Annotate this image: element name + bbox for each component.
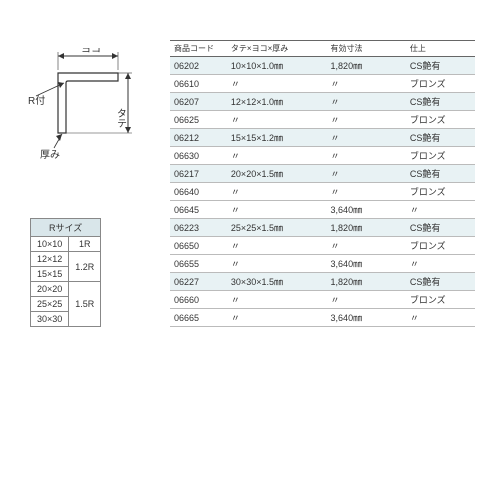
cell-code: 06645 xyxy=(170,201,227,219)
cell-len: 〃 xyxy=(327,75,406,93)
cell-dim: 〃 xyxy=(227,201,327,219)
cell-code: 06207 xyxy=(170,93,227,111)
cell-fin: CS艶有 xyxy=(406,93,475,111)
spec-row: 0622730×30×1.5㎜1,820㎜CS艶有 xyxy=(170,273,475,291)
cell-code: 06202 xyxy=(170,57,227,75)
cell-fin: ブロンズ xyxy=(406,237,475,255)
r-size-cell: 15×15 xyxy=(31,267,69,282)
th-fin: 仕上 xyxy=(406,41,475,57)
spec-row: 0622325×25×1.5㎜1,820㎜CS艶有 xyxy=(170,219,475,237)
cell-len: 3,640㎜ xyxy=(327,309,406,327)
cell-fin: CS艶有 xyxy=(406,165,475,183)
r-value-cell: 1R xyxy=(69,237,101,252)
cell-len: 〃 xyxy=(327,147,406,165)
cell-len: 〃 xyxy=(327,237,406,255)
cell-len: 〃 xyxy=(327,111,406,129)
cell-len: 〃 xyxy=(327,183,406,201)
cell-code: 06655 xyxy=(170,255,227,273)
th-dim: タテ×ヨコ×厚み xyxy=(227,41,327,57)
cell-fin: 〃 xyxy=(406,201,475,219)
r-table-header: Rサイズ xyxy=(31,219,101,237)
cell-dim: 30×30×1.5㎜ xyxy=(227,273,327,291)
cell-len: 1,820㎜ xyxy=(327,57,406,75)
spec-row: 0621215×15×1.2㎜〃CS艶有 xyxy=(170,129,475,147)
cell-code: 06223 xyxy=(170,219,227,237)
r-table-row: 10×101R xyxy=(31,237,101,252)
cell-dim: 〃 xyxy=(227,309,327,327)
cell-dim: 〃 xyxy=(227,291,327,309)
label-r: R付 xyxy=(28,94,45,107)
th-code: 商品コード xyxy=(170,41,227,57)
cell-code: 06227 xyxy=(170,273,227,291)
cell-fin: 〃 xyxy=(406,255,475,273)
th-len: 有効寸法 xyxy=(327,41,406,57)
label-yoko: ヨコ xyxy=(81,48,101,55)
cell-fin: 〃 xyxy=(406,309,475,327)
cell-code: 06660 xyxy=(170,291,227,309)
r-table-row: 20×201.5R xyxy=(31,282,101,297)
label-atsumi: 厚み xyxy=(40,149,60,161)
r-size-cell: 30×30 xyxy=(31,312,69,327)
cell-code: 06640 xyxy=(170,183,227,201)
cell-code: 06625 xyxy=(170,111,227,129)
cell-dim: 25×25×1.5㎜ xyxy=(227,219,327,237)
cell-code: 06630 xyxy=(170,147,227,165)
cell-len: 〃 xyxy=(327,165,406,183)
cell-len: 〃 xyxy=(327,93,406,111)
r-size-cell: 10×10 xyxy=(31,237,69,252)
spec-row: 06650〃〃ブロンズ xyxy=(170,237,475,255)
profile-diagram: ヨコ タテ R付 厚み xyxy=(28,48,143,168)
spec-row: 0620712×12×1.0㎜〃CS艶有 xyxy=(170,93,475,111)
cell-fin: CS艶有 xyxy=(406,129,475,147)
cell-len: 1,820㎜ xyxy=(327,219,406,237)
cell-code: 06650 xyxy=(170,237,227,255)
cell-dim: 〃 xyxy=(227,147,327,165)
spec-row: 0621720×20×1.5㎜〃CS艶有 xyxy=(170,165,475,183)
r-table-row: 12×121.2R xyxy=(31,252,101,267)
spec-row: 06645〃3,640㎜〃 xyxy=(170,201,475,219)
spec-row: 06625〃〃ブロンズ xyxy=(170,111,475,129)
cell-dim: 20×20×1.5㎜ xyxy=(227,165,327,183)
cell-fin: ブロンズ xyxy=(406,75,475,93)
cell-code: 06212 xyxy=(170,129,227,147)
cell-dim: 〃 xyxy=(227,75,327,93)
r-size-table: Rサイズ 10×101R12×121.2R15×1520×201.5R25×25… xyxy=(30,218,101,327)
label-tate: タテ xyxy=(115,108,127,128)
cell-fin: CS艶有 xyxy=(406,57,475,75)
cell-code: 06610 xyxy=(170,75,227,93)
spec-row: 06665〃3,640㎜〃 xyxy=(170,309,475,327)
cell-fin: ブロンズ xyxy=(406,111,475,129)
r-size-cell: 12×12 xyxy=(31,252,69,267)
cell-fin: ブロンズ xyxy=(406,147,475,165)
cell-len: 1,820㎜ xyxy=(327,273,406,291)
cell-dim: 〃 xyxy=(227,111,327,129)
cell-code: 06665 xyxy=(170,309,227,327)
spec-row: 06640〃〃ブロンズ xyxy=(170,183,475,201)
cell-dim: 15×15×1.2㎜ xyxy=(227,129,327,147)
cell-dim: 〃 xyxy=(227,255,327,273)
spec-row: 06655〃3,640㎜〃 xyxy=(170,255,475,273)
cell-fin: CS艶有 xyxy=(406,273,475,291)
spec-row: 0620210×10×1.0㎜1,820㎜CS艶有 xyxy=(170,57,475,75)
r-size-cell: 25×25 xyxy=(31,297,69,312)
cell-fin: ブロンズ xyxy=(406,183,475,201)
spec-table: 商品コード タテ×ヨコ×厚み 有効寸法 仕上 0620210×10×1.0㎜1,… xyxy=(170,40,475,327)
cell-code: 06217 xyxy=(170,165,227,183)
spec-row: 06630〃〃ブロンズ xyxy=(170,147,475,165)
cell-dim: 12×12×1.0㎜ xyxy=(227,93,327,111)
cell-len: 〃 xyxy=(327,129,406,147)
spec-row: 06610〃〃ブロンズ xyxy=(170,75,475,93)
r-value-cell: 1.5R xyxy=(69,282,101,327)
cell-fin: CS艶有 xyxy=(406,219,475,237)
cell-len: 3,640㎜ xyxy=(327,255,406,273)
cell-dim: 〃 xyxy=(227,237,327,255)
cell-len: 〃 xyxy=(327,291,406,309)
cell-fin: ブロンズ xyxy=(406,291,475,309)
cell-len: 3,640㎜ xyxy=(327,201,406,219)
r-value-cell: 1.2R xyxy=(69,252,101,282)
r-size-cell: 20×20 xyxy=(31,282,69,297)
cell-dim: 10×10×1.0㎜ xyxy=(227,57,327,75)
cell-dim: 〃 xyxy=(227,183,327,201)
spec-row: 06660〃〃ブロンズ xyxy=(170,291,475,309)
